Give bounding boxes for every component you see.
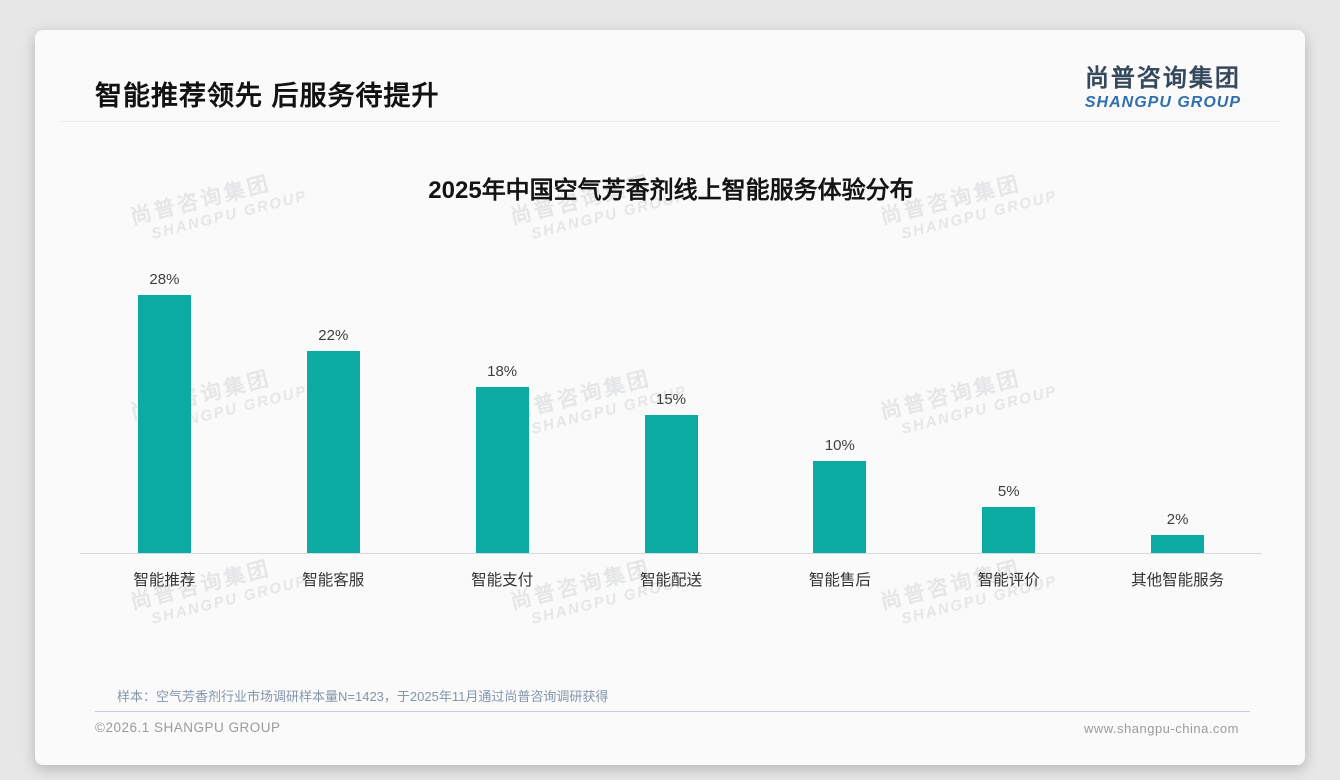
footer-website: www.shangpu-china.com bbox=[1083, 721, 1239, 736]
category-label: 智能配送 bbox=[640, 572, 703, 589]
bar-智能售后 bbox=[813, 461, 867, 553]
bar-value-label: 10% bbox=[824, 437, 855, 454]
bar-slot: 5% bbox=[924, 250, 1093, 553]
bar-value-label: 5% bbox=[997, 483, 1020, 500]
chart-plot-area: 28% 22% 18% 15% 10% 5% 2% bbox=[80, 250, 1262, 553]
bar-value-label: 28% bbox=[149, 271, 180, 288]
bar-智能评价 bbox=[982, 507, 1036, 553]
category-label: 智能客服 bbox=[302, 572, 365, 589]
bar-value-label: 15% bbox=[655, 391, 687, 408]
bar-slot: 22% bbox=[249, 250, 418, 553]
bar-智能客服 bbox=[306, 351, 360, 553]
bar-slot: 15% bbox=[587, 250, 756, 553]
slide-card: 尚普咨询集团 SHANGPU GROUP 尚普咨询集团 SHANGPU GROUP 尚普… bbox=[35, 30, 1305, 765]
bar-slot: 10% bbox=[755, 250, 924, 553]
sample-note: 样本：空气芳香剂行业市场调研样本量N=1423，于2025年11月通过尚普咨询调… bbox=[117, 689, 609, 704]
bar-value-label: 2% bbox=[1166, 511, 1189, 528]
footer-divider bbox=[95, 711, 1250, 712]
bar-slot: 28% bbox=[80, 250, 249, 553]
logo-chinese-name: 尚普咨询集团 bbox=[1084, 65, 1241, 92]
slide-content: 智能推荐领先 后服务待提升 尚普咨询集团 SHANGPU GROUP 2025年… bbox=[35, 30, 1305, 765]
bar-slot: 2% bbox=[1093, 250, 1262, 553]
logo-english-name: SHANGPU GROUP bbox=[1084, 94, 1241, 111]
category-label: 智能推荐 bbox=[133, 572, 196, 589]
chart-title: 2025年中国空气芳香剂线上智能服务体验分布 bbox=[428, 177, 914, 204]
bar-智能配送 bbox=[644, 415, 698, 553]
category-label: 智能售后 bbox=[808, 572, 871, 589]
x-axis-line bbox=[80, 553, 1262, 554]
category-label: 智能评价 bbox=[977, 572, 1040, 589]
bar-智能支付 bbox=[475, 387, 529, 553]
x-axis-labels: 智能推荐 智能客服 智能支付 智能配送 智能售后 智能评价 其他智能服务 bbox=[80, 568, 1262, 590]
header-divider bbox=[60, 121, 1280, 122]
slide-title: 智能推荐领先 后服务待提升 bbox=[95, 81, 440, 111]
category-label: 智能支付 bbox=[471, 572, 534, 589]
category-label: 其他智能服务 bbox=[1131, 572, 1225, 589]
bar-value-label: 22% bbox=[318, 327, 349, 344]
footer-copyright: ©2026.1 SHANGPU GROUP bbox=[95, 720, 281, 735]
bar-slot: 18% bbox=[418, 250, 587, 553]
bar-其他智能服务 bbox=[1151, 535, 1205, 553]
company-logo: 尚普咨询集团 SHANGPU GROUP bbox=[1085, 58, 1241, 112]
bar-value-label: 18% bbox=[487, 363, 518, 380]
bar-智能推荐 bbox=[137, 295, 191, 553]
